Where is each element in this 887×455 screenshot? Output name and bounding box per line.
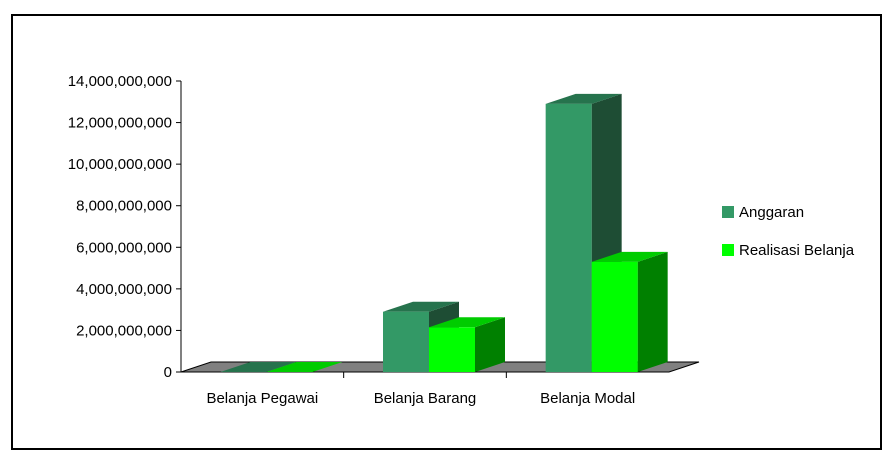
bar-top (429, 317, 505, 328)
bar-front (429, 327, 475, 372)
bar-side (475, 317, 505, 372)
bar-side (637, 251, 668, 372)
bar-top (591, 251, 668, 262)
legend-swatch (722, 244, 734, 256)
y-tick-label: 4,000,000,000 (76, 281, 172, 298)
legend-swatch (722, 206, 734, 218)
bar-front (383, 311, 429, 372)
y-tick-label: 12,000,000,000 (68, 115, 172, 132)
y-tick-label: 14,000,000,000 (68, 73, 172, 90)
bar (266, 362, 343, 372)
bar (220, 362, 297, 372)
legend-entry: Anggaran (722, 204, 804, 221)
y-tick-label: 8,000,000,000 (76, 198, 172, 215)
legend-label: Realisasi Belanja (739, 242, 855, 259)
y-tick-label: 6,000,000,000 (76, 239, 172, 256)
bar-top (545, 93, 622, 104)
bar-chart: 0 2,000,000,000 4,000,000,000 6,000,000,000… (68, 73, 855, 407)
y-tick-label: 0 (164, 364, 172, 381)
bar-front (591, 261, 638, 372)
bar (591, 251, 668, 372)
chart-frame: 0 2,000,000,000 4,000,000,000 6,000,000,000… (11, 14, 882, 450)
bar-top (266, 362, 343, 372)
bar-top (220, 362, 297, 372)
bar-top (383, 301, 459, 312)
y-tick-label: 10,000,000,000 (68, 156, 172, 173)
x-category-label: Belanja Pegawai (206, 390, 318, 407)
legend-label: Anggaran (739, 204, 804, 221)
bar (429, 317, 505, 372)
x-category-label: Belanja Modal (540, 390, 635, 407)
legend-entry: Realisasi Belanja (722, 242, 855, 259)
y-tick-label: 2,000,000,000 (76, 322, 172, 339)
bar-front (545, 103, 592, 372)
x-category-label: Belanja Barang (374, 390, 477, 407)
